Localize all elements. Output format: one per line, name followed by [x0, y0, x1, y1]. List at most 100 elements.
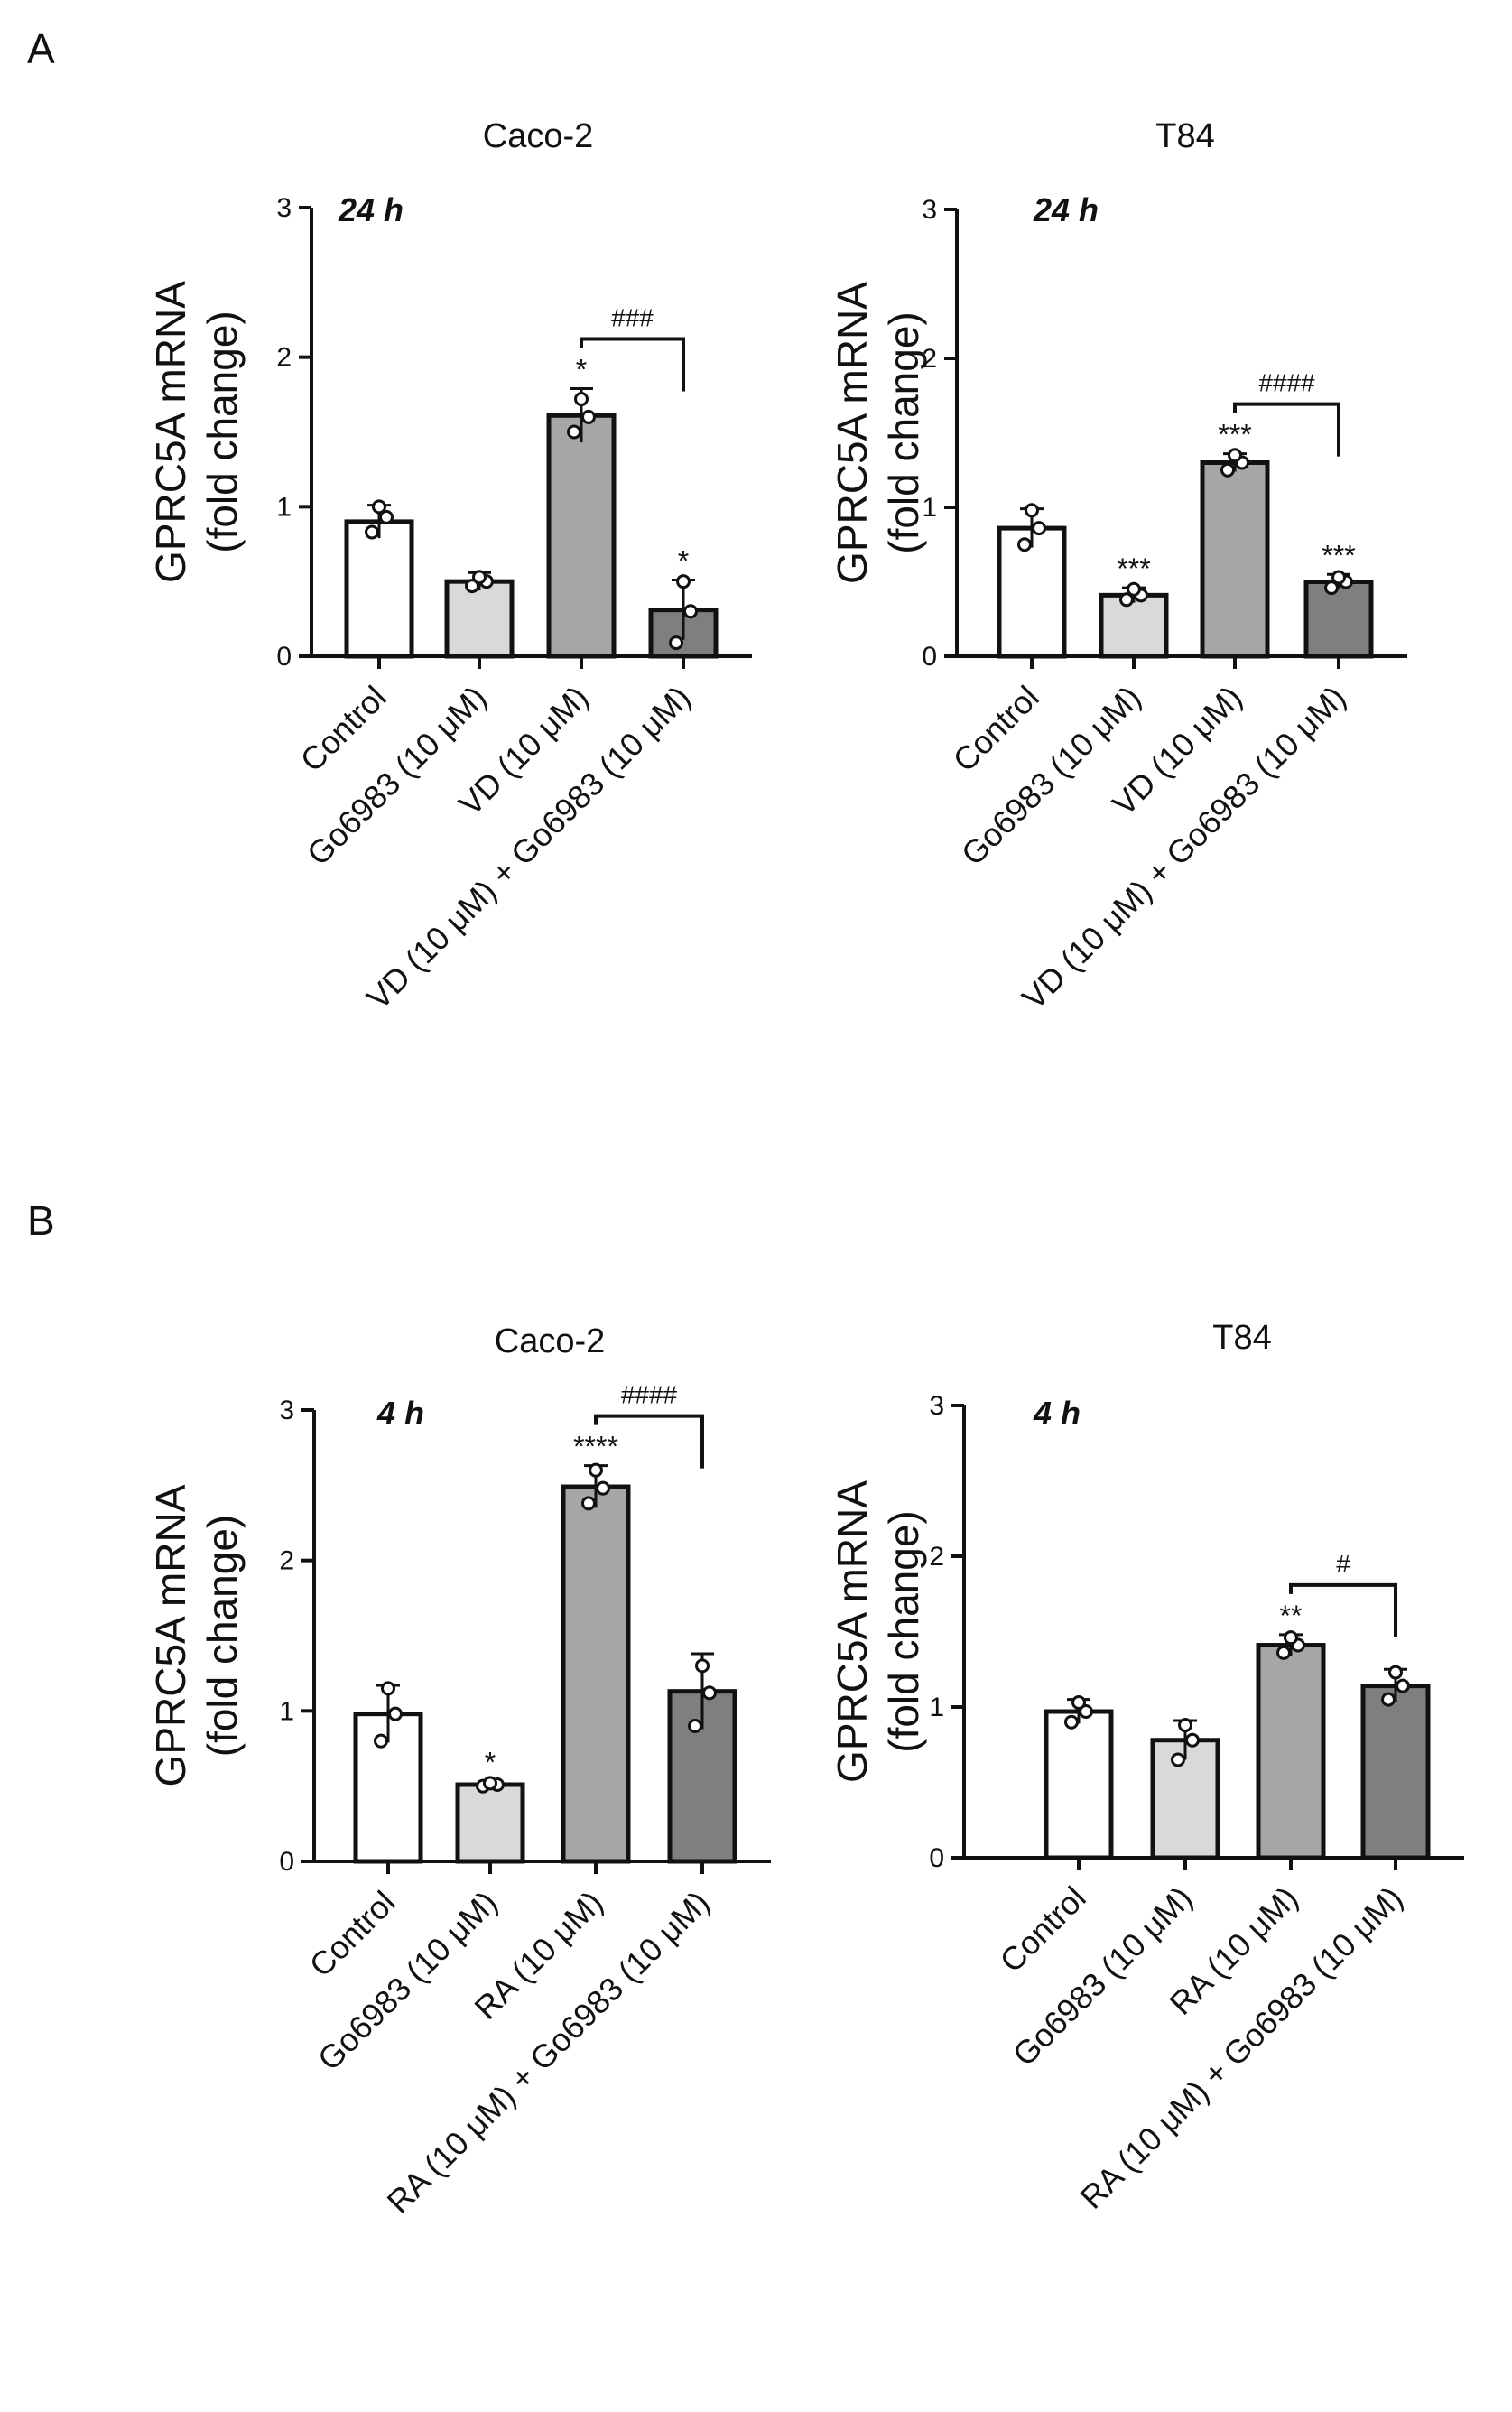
- bar-2: [561, 1484, 631, 1864]
- significance-marker: ***: [1322, 539, 1355, 571]
- data-point: [1025, 503, 1039, 518]
- data-point: [465, 579, 479, 594]
- y-tick-label: 3: [276, 193, 292, 223]
- data-point: [1185, 1732, 1200, 1748]
- y-tick-label: 3: [929, 1391, 944, 1421]
- data-point: [581, 409, 596, 424]
- comparison-label: #: [1336, 1550, 1350, 1578]
- y-axis-label: GPRC5A mRNA: [147, 281, 194, 583]
- data-point: [1071, 1694, 1086, 1710]
- chart-title: Caco-2: [483, 117, 594, 155]
- data-point: [472, 570, 487, 585]
- data-point: [1032, 521, 1046, 536]
- y-tick-label: 0: [929, 1843, 944, 1873]
- data-point: [1324, 580, 1339, 596]
- data-point: [1064, 1714, 1079, 1730]
- data-point: [388, 1706, 403, 1721]
- category-label-1: Go6983 (10 μM): [954, 679, 1148, 873]
- comparison-bracket: [1289, 1582, 1397, 1637]
- y-tick-label: 0: [276, 642, 292, 672]
- y-tick-label: 2: [276, 343, 292, 373]
- y-tick-label: 1: [276, 492, 292, 522]
- comparison-label: ###: [611, 303, 654, 331]
- chart-a-t84: T84 GPRC5A mRNA (fold change) 0 1 2 3 24 h Contr…: [829, 117, 1407, 1016]
- data-point: [574, 392, 589, 407]
- data-point: [1331, 570, 1346, 585]
- y-tick-label: 1: [279, 1696, 294, 1726]
- time-label: 4 h: [1033, 1395, 1081, 1432]
- significance-marker: *: [576, 353, 587, 385]
- data-point: [365, 524, 379, 540]
- y-axis-label: GPRC5A mRNA: [829, 1480, 876, 1783]
- data-point: [596, 1480, 610, 1496]
- category-label-1: Go6983 (10 μM): [311, 1884, 505, 2078]
- panel-label-b: B: [27, 1197, 55, 1244]
- data-point: [483, 1776, 497, 1791]
- category-label-0: Control: [993, 1879, 1093, 1980]
- y-tick-label: 1: [922, 493, 937, 523]
- data-point: [1017, 537, 1032, 552]
- comparison-bracket: [580, 337, 685, 392]
- comparison-label: ####: [1258, 369, 1315, 397]
- bar-0: [1044, 1709, 1114, 1860]
- y-tick-label: 2: [922, 344, 937, 374]
- y-axis-label-units: (fold change): [880, 1510, 927, 1753]
- y-tick-label: 0: [279, 1847, 294, 1877]
- data-point: [1220, 462, 1235, 478]
- data-point: [1381, 1692, 1396, 1707]
- y-tick-label: 1: [929, 1693, 944, 1722]
- bar-1: [444, 579, 515, 659]
- data-point: [702, 1685, 717, 1701]
- chart-a-caco2: Caco-2 GPRC5A mRNA (fold change) 0 1 2 3 24 h Co…: [147, 117, 752, 1016]
- comparison-bracket: [1233, 402, 1340, 457]
- bar-3: [1360, 1684, 1431, 1860]
- data-point: [1284, 1630, 1298, 1646]
- data-point: [1171, 1752, 1185, 1767]
- significance-marker: *: [678, 545, 689, 578]
- data-point: [372, 499, 386, 515]
- significance-marker: ***: [1218, 419, 1251, 451]
- data-point: [1276, 1645, 1291, 1660]
- y-tick-label: 3: [279, 1396, 294, 1425]
- data-point: [379, 509, 394, 524]
- bar-3: [667, 1689, 737, 1864]
- data-point: [589, 1462, 603, 1478]
- data-point: [581, 1496, 596, 1511]
- category-label-1: Go6983 (10 μM): [300, 679, 494, 873]
- data-point: [1119, 592, 1134, 608]
- data-point: [1079, 1704, 1093, 1720]
- data-point: [1396, 1678, 1410, 1693]
- data-point: [1388, 1665, 1403, 1680]
- category-label-0: Control: [946, 679, 1046, 779]
- y-axis-label: GPRC5A mRNA: [829, 282, 876, 584]
- time-label: 24 h: [1033, 191, 1099, 228]
- y-tick-label: 2: [929, 1542, 944, 1572]
- bar-0: [344, 519, 414, 659]
- data-point: [676, 574, 691, 589]
- chart-b-t84: T84 GPRC5A mRNA (fold change) 0 1 2 3 4 h Contro…: [829, 1319, 1464, 2216]
- chart-b-caco2: Caco-2 GPRC5A mRNA (fold change) 0 1 2 3 4 h Con…: [147, 1322, 771, 2221]
- data-point: [381, 1681, 395, 1696]
- panel-label-a: A: [27, 25, 55, 72]
- y-tick-label: 3: [922, 195, 937, 225]
- category-label-1: Go6983 (10 μM): [1006, 1879, 1200, 2073]
- comparison-bracket: [594, 1414, 704, 1469]
- significance-marker: ****: [573, 1431, 618, 1463]
- bar-1: [1099, 592, 1169, 659]
- y-axis-label-units: (fold change): [199, 1515, 246, 1758]
- data-point: [1127, 581, 1141, 597]
- data-point: [683, 604, 698, 619]
- bar-2: [1256, 1643, 1326, 1860]
- category-label-0: Control: [293, 679, 394, 779]
- significance-marker: ***: [1117, 552, 1150, 585]
- bar-3: [1303, 580, 1374, 659]
- data-point: [695, 1658, 710, 1674]
- chart-title: T84: [1212, 1319, 1271, 1357]
- comparison-label: ####: [621, 1381, 678, 1409]
- time-label: 24 h: [338, 191, 404, 228]
- y-axis-label: GPRC5A mRNA: [147, 1484, 194, 1786]
- category-label-0: Control: [302, 1884, 403, 1984]
- y-tick-label: 0: [922, 642, 937, 672]
- y-axis-label-units: (fold change): [199, 311, 246, 553]
